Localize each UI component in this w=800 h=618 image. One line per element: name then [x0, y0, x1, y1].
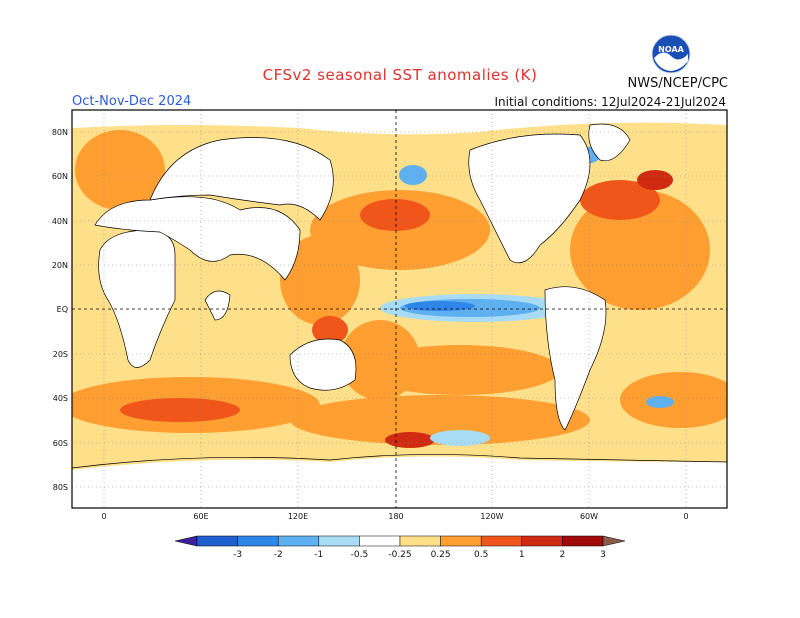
colorbar-label: 1: [519, 550, 525, 560]
lat-label: EQ: [57, 305, 68, 314]
colorbar-label: -3: [233, 550, 242, 560]
colorbar-segment: [521, 535, 563, 547]
colorbar-segment: [399, 535, 441, 547]
colorbar-label: 2: [560, 550, 566, 560]
colorbar-segment: [196, 535, 238, 547]
colorbar-label: 0.5: [474, 550, 488, 560]
colorbar-segment: [359, 535, 401, 547]
lon-label: 120E: [288, 512, 308, 521]
colorbar-segment: [318, 535, 360, 547]
colorbar-label: 3: [600, 550, 606, 560]
colorbar-label: -0.5: [351, 550, 369, 560]
lat-label: 20N: [52, 261, 68, 270]
colorbar-label: -1: [314, 550, 323, 560]
colorbar-segment: [237, 535, 279, 547]
longitude-labels: 0 60E 120E 180 120W 60W 0: [101, 512, 688, 521]
colorbar-segment: [440, 535, 482, 547]
lat-label: 40S: [53, 394, 68, 403]
colorbar-segment: [480, 535, 523, 547]
season-label: Oct-Nov-Dec 2024: [72, 94, 192, 109]
colorbar-label: -2: [274, 550, 283, 560]
lat-label: 40N: [52, 217, 68, 226]
logo-text: NOAA: [658, 45, 684, 54]
colorbar-label: 0.25: [431, 550, 451, 560]
map-frame: [71, 109, 728, 509]
colorbar-segment: [562, 535, 604, 547]
colorbar: -3 -2 -1 -0.5 -0.25 0.25 0.5 1 2 3: [174, 535, 626, 560]
colorbar-arrow-right: [602, 535, 626, 547]
lon-label: 0: [101, 512, 106, 521]
map-field: [72, 110, 727, 508]
colorbar-segment: [277, 535, 320, 547]
latitude-labels: 80N 60N 40N 20N EQ 20S 40S 60S 80S: [52, 128, 68, 492]
colorbar-arrow-left: [174, 535, 198, 547]
lon-label: 0: [683, 512, 688, 521]
noaa-logo-icon: NOAA: [651, 34, 691, 74]
colorbar-label: -0.25: [388, 550, 411, 560]
lat-label: 60S: [53, 439, 68, 448]
lat-label: 80S: [53, 483, 68, 492]
lat-label: 20S: [53, 350, 68, 359]
agency-label: NWS/NCEP/CPC: [627, 76, 728, 91]
lat-label: 80N: [52, 128, 68, 137]
lon-label: 60W: [580, 512, 598, 521]
lon-label: 120W: [480, 512, 503, 521]
initial-conditions-label: Initial conditions: 12Jul2024-21Jul2024: [494, 95, 726, 109]
page-title: CFSv2 seasonal SST anomalies (K): [262, 66, 538, 84]
lat-label: 60N: [52, 172, 68, 181]
lon-label: 60E: [193, 512, 208, 521]
lon-label: 180: [388, 512, 403, 521]
